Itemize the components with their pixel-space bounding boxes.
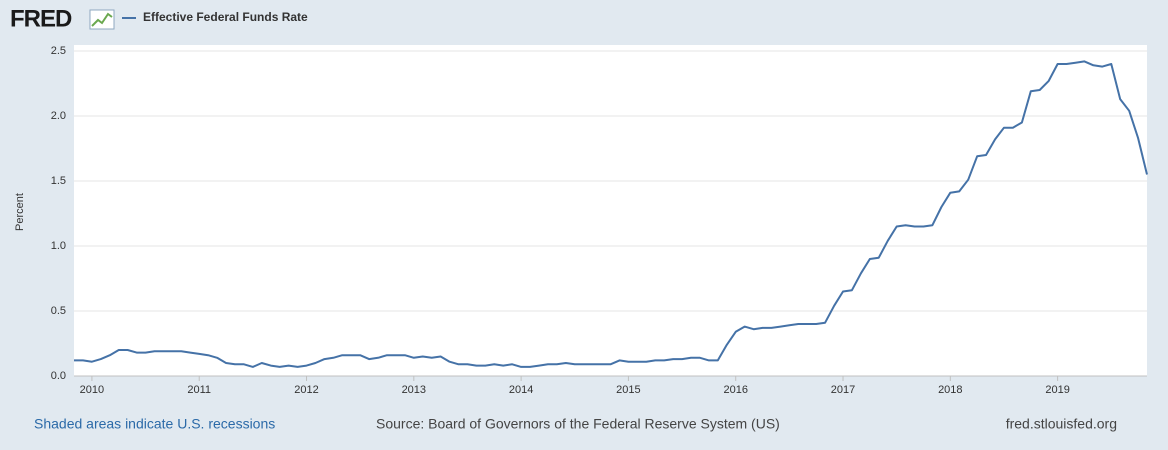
series-line [74,60,1148,368]
x-tick-label: 2012 [294,384,318,396]
x-tick-label: 2010 [80,384,104,396]
logo: FRED [10,5,72,32]
site-link[interactable]: fred.stlouisfed.org [1006,416,1117,432]
plot-area [74,45,1147,376]
x-tick-label: 2017 [831,384,855,396]
x-tick-label: 2013 [402,384,426,396]
y-axis-label: Percent [14,193,26,231]
x-tick-label: 2015 [616,384,640,396]
legend-label: Effective Federal Funds Rate [143,10,308,24]
y-tick-label: 0.5 [51,305,66,317]
y-tick-label: 1.5 [51,175,66,187]
logo-icon [89,9,115,30]
recessions-note[interactable]: Shaded areas indicate U.S. recessions [34,416,275,432]
y-tick-label: 0.0 [51,370,66,382]
source: Source: Board of Governors of the Federa… [376,416,780,432]
y-tick-label: 2.0 [51,110,66,122]
y-tick-label: 1.0 [51,240,66,252]
x-tick-label: 2014 [509,384,533,396]
x-tick-label: 2019 [1045,384,1069,396]
x-tick-label: 2011 [187,384,211,396]
x-tick-label: 2016 [723,384,747,396]
y-tick-label: 2.5 [51,45,66,57]
x-tick-label: 2018 [938,384,962,396]
